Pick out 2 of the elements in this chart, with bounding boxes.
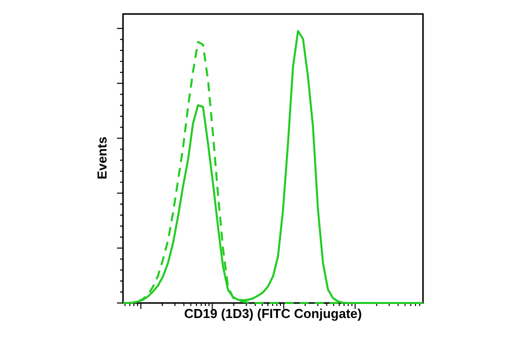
y-axis-title: Events: [94, 136, 110, 180]
x-axis-title: CD19 (1D3) (FITC Conjugate): [183, 306, 363, 321]
